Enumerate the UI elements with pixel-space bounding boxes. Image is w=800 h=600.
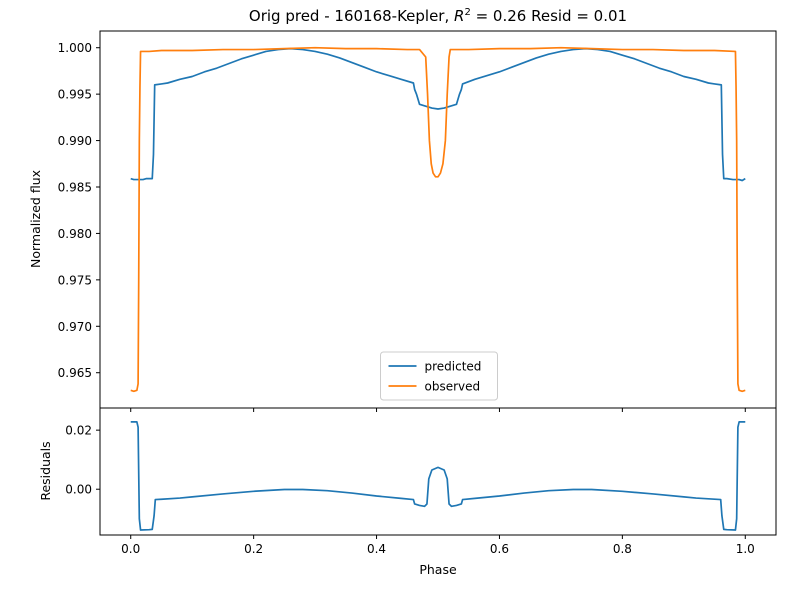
flux-y-tick-label: 0.985 bbox=[58, 181, 92, 195]
residuals-axis-label: Residuals bbox=[38, 441, 53, 500]
legend-label-observed: observed bbox=[425, 380, 481, 394]
flux-y-tick-label: 0.995 bbox=[58, 88, 92, 102]
flux-axis-label: Normalized flux bbox=[28, 170, 43, 268]
residuals-x-tick-label: 0.8 bbox=[613, 542, 632, 556]
flux-y-tick-label: 0.970 bbox=[58, 320, 92, 334]
flux-y-tick-label: 0.980 bbox=[58, 227, 92, 241]
flux-series-observed-line bbox=[130, 46, 746, 393]
flux-y-tick-label: 0.990 bbox=[58, 134, 92, 148]
legend: predicted observed bbox=[380, 351, 498, 401]
flux-y-tick-label: 1.000 bbox=[58, 41, 92, 55]
residuals-x-tick-label: 0.6 bbox=[490, 542, 509, 556]
flux-y-tick-label: 0.975 bbox=[58, 273, 92, 287]
title-value: = 0.26 Resid = 0.01 bbox=[471, 7, 627, 25]
legend-label-predicted: predicted bbox=[425, 360, 482, 374]
residuals-y-tick-label: 0.02 bbox=[65, 424, 92, 438]
residuals-x-tick-label: 0.0 bbox=[121, 542, 140, 556]
residuals-x-tick-label: 1.0 bbox=[736, 542, 755, 556]
flux-y-tick-label: 0.965 bbox=[58, 366, 92, 380]
flux-panel: 0.965 0.970 0.975 0.980 0.985 0.990 0.995 1.000… bbox=[58, 30, 777, 412]
residuals-axes-frame bbox=[99, 407, 777, 536]
title-r-superscript: 2 bbox=[464, 7, 470, 18]
legend-frame bbox=[380, 351, 498, 401]
phase-axis-label: Phase bbox=[419, 562, 457, 577]
residuals-y-tick-label: 0.00 bbox=[65, 483, 92, 497]
residuals-x-tick-label: 0.4 bbox=[367, 542, 386, 556]
title-r-symbol: R bbox=[454, 7, 464, 25]
chart-title: Orig pred - 160168-Kepler, R2 = 0.26 Res… bbox=[249, 7, 627, 25]
title-prefix: Orig pred - 160168-Kepler, bbox=[249, 7, 454, 25]
flux-series-predicted-line bbox=[130, 47, 746, 182]
residuals-panel: 0.0 0.2 0.4 0.6 0.8 1.0 0.00 0.02 bbox=[65, 407, 777, 556]
residuals-x-tick-label: 0.2 bbox=[244, 542, 263, 556]
residuals-series-residual-line bbox=[130, 421, 746, 531]
